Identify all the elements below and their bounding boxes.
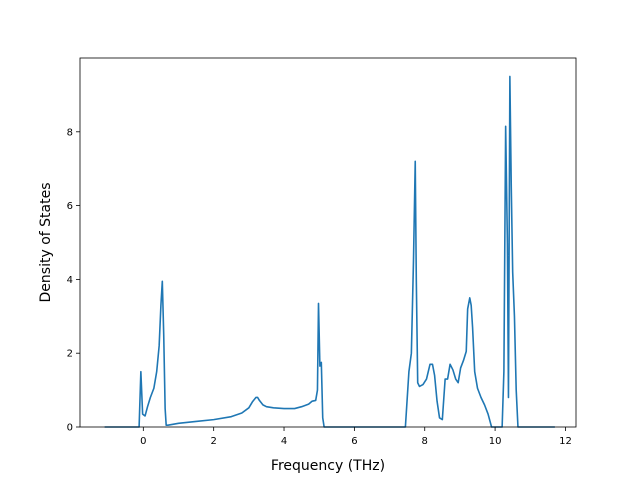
dos-series-line (104, 75, 555, 428)
y-tick-label: 6 (67, 201, 73, 212)
x-tick-label: 8 (422, 436, 428, 447)
x-tick-label: 10 (489, 436, 502, 447)
y-axis: 0 2 4 6 8 (67, 127, 80, 434)
y-tick-label: 2 (67, 349, 73, 360)
x-tick-label: 12 (559, 436, 572, 447)
y-tick-label: 4 (67, 275, 73, 286)
x-tick-label: 2 (210, 436, 216, 447)
x-tick-label: 6 (351, 436, 357, 447)
x-tick-label: 4 (281, 436, 287, 447)
x-axis-label: Frequency (THz) (271, 458, 385, 474)
x-tick-label: 0 (140, 436, 146, 447)
x-axis: 0 2 4 6 8 10 12 (140, 427, 572, 447)
y-tick-label: 0 (67, 423, 73, 434)
axes-frame (79, 57, 577, 428)
y-tick-label: 8 (67, 127, 73, 138)
plot-area (104, 75, 555, 428)
y-axis-label: Density of States (38, 183, 54, 303)
